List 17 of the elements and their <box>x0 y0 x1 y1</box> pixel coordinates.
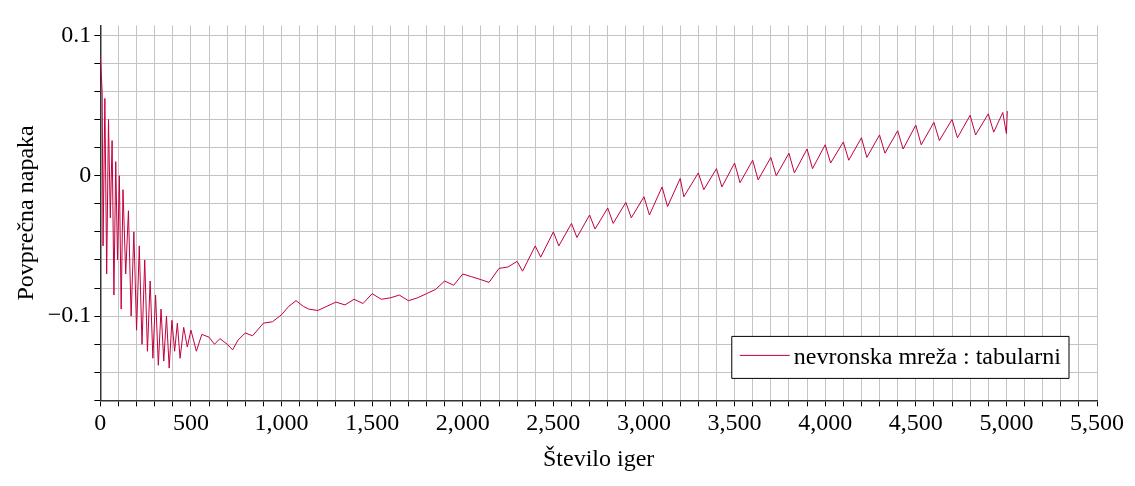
x-tick-label: 5,000 <box>979 409 1034 436</box>
y-tick-label: 0.1 <box>61 20 92 47</box>
x-tick-label: 3,500 <box>707 409 762 436</box>
x-tick-label: 4,500 <box>888 409 943 436</box>
x-tick-label: 2,000 <box>435 409 490 436</box>
y-tick-label: 0 <box>79 160 92 187</box>
x-axis-title: Število iger <box>543 444 655 471</box>
x-tick-label: 5,500 <box>1070 409 1124 436</box>
legend-label: nevronska mreža : tabularni <box>793 342 1062 369</box>
x-tick-label: 1,500 <box>345 409 400 436</box>
x-tick-label: 3,000 <box>616 409 671 436</box>
x-tick-label: 2,500 <box>526 409 581 436</box>
x-tick-label: 500 <box>172 409 209 436</box>
y-axis-title: Povprečna napaka <box>11 124 38 301</box>
x-tick-label: 4,000 <box>798 409 853 436</box>
x-tick-label: 1,000 <box>254 409 309 436</box>
y-tick-label: −0.1 <box>47 301 92 328</box>
